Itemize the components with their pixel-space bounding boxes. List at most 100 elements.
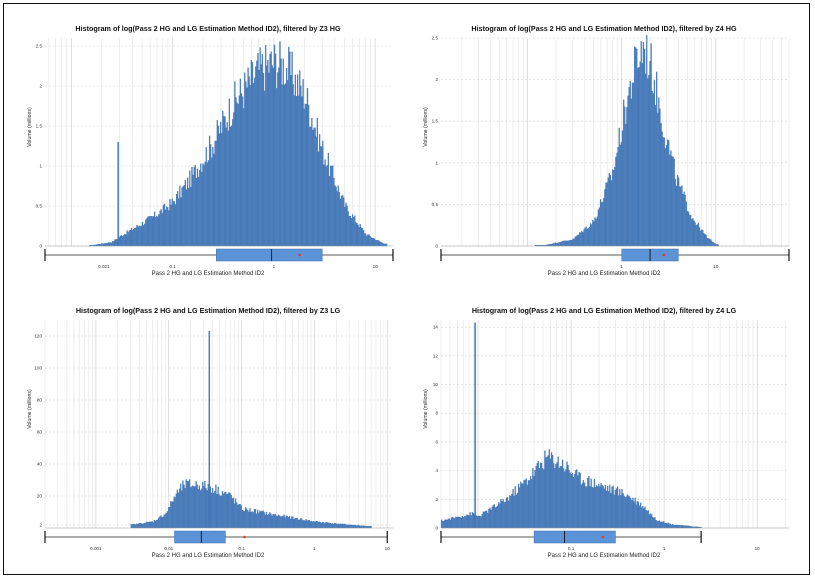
histogram-bar — [701, 229, 703, 247]
box-mean-marker — [601, 535, 605, 539]
histogram-bar — [270, 51, 272, 247]
histogram-bar — [465, 515, 467, 529]
histogram-bar — [577, 234, 580, 247]
histogram-bar — [607, 177, 609, 247]
histogram-bar — [174, 204, 177, 247]
histogram-bar — [528, 480, 531, 529]
histogram-bar — [320, 146, 322, 247]
x-tick-label: 10 — [373, 264, 379, 269]
histogram-bar — [620, 142, 623, 247]
histogram-bar — [360, 227, 363, 247]
histogram-bar — [344, 206, 346, 247]
histogram-bar — [592, 487, 594, 529]
histogram-bar — [527, 480, 530, 529]
histogram-bar — [150, 216, 152, 247]
histogram-bar — [572, 238, 574, 247]
x-tick-label: 1 — [620, 264, 623, 269]
histogram-bar — [237, 505, 239, 529]
histogram-bar — [271, 65, 273, 247]
y-tick-label: 80 — [37, 398, 43, 403]
y-tick-label: 2 — [435, 77, 438, 82]
x-axis: 1 10 — [620, 264, 718, 269]
histogram-bar — [171, 198, 173, 247]
figure-frame: Histogram of log(Pass 2 HG and LG Estima… — [3, 3, 810, 575]
histogram-bar — [316, 521, 318, 529]
histogram-bar — [493, 504, 495, 529]
histogram-bar — [313, 127, 315, 247]
histogram-bar — [304, 520, 306, 529]
histogram-bar — [214, 140, 216, 247]
histogram-bar — [554, 242, 557, 247]
histogram-bar — [231, 498, 234, 529]
y-tick-label: 2 — [435, 497, 438, 502]
histogram-bar — [568, 470, 570, 529]
histogram-bar — [257, 53, 259, 247]
histogram-bar — [293, 95, 295, 247]
histogram-bar — [586, 228, 588, 247]
histogram-panel-z3-lg: Histogram of log(Pass 2 HG and LG Estima… — [21, 306, 395, 566]
histogram-bar — [291, 516, 293, 529]
histogram-bar — [447, 518, 449, 529]
histogram-bar — [241, 96, 244, 247]
histogram-bar — [131, 230, 134, 247]
y-tick-label: 6 — [435, 439, 438, 444]
histogram-bar — [313, 521, 315, 529]
histogram-bar — [694, 222, 696, 247]
histogram-bar — [148, 216, 150, 247]
histogram-bar — [144, 522, 147, 529]
histogram-bar — [302, 79, 304, 247]
x-tick-label: 0.1 — [238, 546, 245, 551]
histogram-bar — [119, 235, 122, 247]
histogram-bar — [489, 507, 491, 529]
histogram-bar — [497, 505, 499, 529]
histogram-bar — [707, 238, 709, 247]
histogram-bar — [208, 135, 211, 247]
histogram-bar — [579, 232, 581, 247]
histogram-bar — [169, 199, 171, 247]
histogram-bar — [660, 123, 662, 247]
histogram-bar — [640, 41, 642, 247]
histogram-bar — [123, 235, 125, 247]
histogram-bar — [104, 243, 106, 247]
histogram-bar — [182, 186, 184, 247]
histogram-bar — [206, 162, 209, 247]
histogram-bar — [207, 160, 210, 247]
histogram-bar — [298, 95, 300, 247]
histogram-bar — [510, 495, 512, 529]
histogram-bar — [278, 67, 280, 247]
histogram-bar — [100, 244, 102, 247]
histogram-bar — [659, 108, 661, 247]
histogram-bar — [190, 186, 192, 247]
histogram-bar — [325, 166, 327, 247]
histogram-bar — [603, 197, 605, 247]
histogram-bar — [542, 468, 544, 529]
histogram-bar — [232, 497, 235, 529]
histogram-bar — [189, 487, 192, 529]
gridlines — [44, 320, 393, 528]
histogram-bar — [602, 486, 604, 529]
histogram-bar — [690, 215, 692, 247]
histogram-bar — [277, 72, 279, 247]
histogram-bar — [217, 125, 220, 247]
chart-title: Histogram of log(Pass 2 HG and LG Estima… — [75, 306, 341, 315]
histogram-bar — [247, 67, 249, 247]
histogram-bar — [265, 511, 268, 529]
x-axis: 0.1 1 10 — [568, 546, 760, 551]
histogram-bar — [265, 45, 267, 247]
histogram-bar — [213, 492, 215, 529]
histogram-bar — [318, 134, 321, 247]
histogram-bar — [321, 146, 323, 247]
histogram-bar — [538, 468, 541, 529]
histogram-bar — [148, 521, 150, 529]
histogram-bar — [140, 523, 142, 529]
histogram-bar — [600, 483, 602, 529]
histogram-panel-z3-hg: Histogram of log(Pass 2 HG and LG Estima… — [21, 24, 395, 284]
histogram-bar — [244, 72, 246, 247]
histogram-bar — [657, 112, 659, 247]
histogram-bar — [691, 219, 693, 247]
histogram-bar — [229, 493, 231, 529]
histogram-bar — [615, 488, 618, 529]
histogram-bar — [585, 486, 587, 529]
histogram-bar — [523, 480, 525, 529]
histogram-bar — [612, 485, 614, 529]
